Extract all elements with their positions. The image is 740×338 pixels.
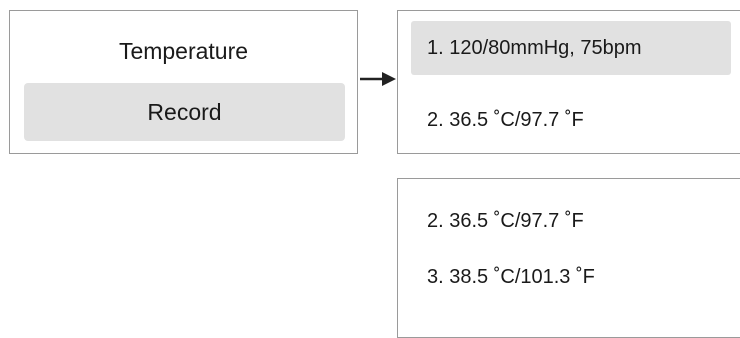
- list-item[interactable]: 2. 36.5 ˚C/97.7 ˚F: [427, 210, 584, 232]
- list-item[interactable]: 3. 38.5 ˚C/101.3 ˚F: [427, 266, 595, 288]
- list-item-label: 1. 120/80mmHg, 75bpm: [427, 37, 642, 59]
- panel-title: Temperature: [118, 38, 249, 64]
- list-item[interactable]: 2. 36.5 ˚C/97.7 ˚F: [427, 109, 584, 131]
- top-list-panel: 1. 120/80mmHg, 75bpm 2. 36.5 ˚C/97.7 ˚F: [397, 10, 740, 154]
- arrow-icon: [360, 72, 396, 86]
- temperature-panel: Temperature Record: [9, 10, 358, 154]
- bottom-list-panel: 2. 36.5 ˚C/97.7 ˚F 3. 38.5 ˚C/101.3 ˚F: [397, 178, 740, 338]
- list-item-selected[interactable]: 1. 120/80mmHg, 75bpm: [411, 21, 731, 75]
- record-button[interactable]: Record: [24, 83, 345, 141]
